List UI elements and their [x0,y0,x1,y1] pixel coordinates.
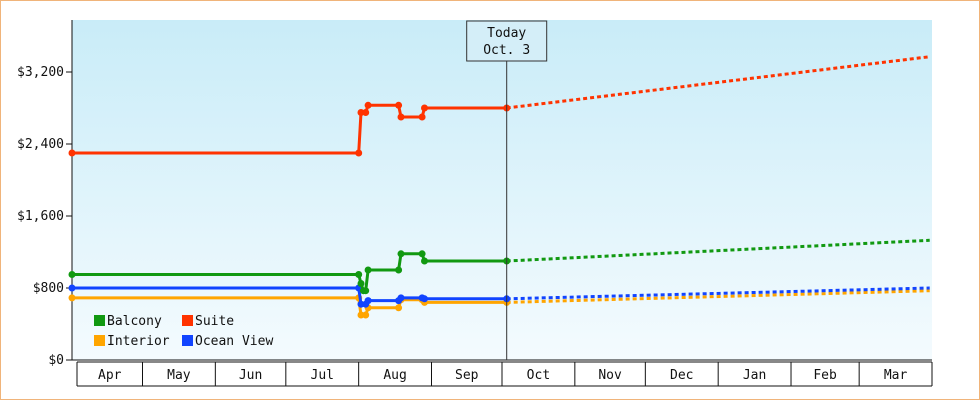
data-point-suite [68,149,76,157]
data-point-balcony [421,257,428,265]
data-point-balcony [364,266,372,274]
month-label: Apr [98,368,122,383]
today-label: Today [487,26,526,41]
month-label: May [167,368,191,383]
data-point-balcony [397,250,405,258]
today-marker: Today Oct. 3 [466,20,548,360]
y-axis: $0 $800 $1,600 $2,400 $3,200 [17,20,73,368]
plot-area [72,20,932,360]
legend-label-balcony: Balcony [107,314,162,329]
data-point-balcony [395,266,403,274]
forecast-line-interior [506,289,930,304]
month-label: Aug [383,368,406,383]
y-tick-label: $0 [48,353,64,368]
legend-swatch-ocean-view [182,335,193,346]
data-point-interior [362,311,370,319]
series-suite [68,55,930,157]
forecast-line-ocean-view [506,286,930,301]
month-label: Nov [598,368,622,383]
month-label: Oct [527,368,550,383]
data-point-ocean-view [397,294,405,302]
data-point-suite [397,113,405,121]
data-point-suite [355,149,363,157]
x-axis: Apr May Jun Jul Aug Sep Oct Nov Dec Jan Feb Mar [72,359,933,387]
y-tick-label: $800 [33,281,64,296]
legend-swatch-suite [182,315,193,326]
today-date-label: Oct. 3 [483,43,530,58]
today-box [466,20,548,62]
data-point-suite [418,113,426,121]
series-balcony [68,238,930,295]
data-point-ocean-view [421,295,428,303]
month-label: Mar [884,368,908,383]
month-label: Jan [743,368,766,383]
data-point-interior [395,304,403,312]
y-tick-label: $2,400 [17,137,64,152]
data-point-suite [421,104,428,112]
series-line-suite [72,103,507,155]
legend-swatch-balcony [94,315,105,326]
forecast-line-balcony [506,238,930,263]
legend-swatch-interior [94,335,105,346]
y-tick-label: $3,200 [17,65,64,80]
month-label: Jul [311,368,334,383]
y-tick-label: $1,600 [17,209,64,224]
data-point-interior [68,294,76,302]
legend-label-interior: Interior [107,334,170,349]
month-label: Jun [239,368,262,383]
data-point-suite [362,109,370,116]
data-point-balcony [418,250,426,258]
data-point-balcony [362,287,370,295]
data-point-balcony [357,280,365,287]
data-point-ocean-view [68,284,76,292]
data-point-balcony [68,271,76,278]
legend: Balcony Suite Interior Ocean View [94,314,273,349]
month-label: Dec [670,368,693,383]
data-point-suite [395,101,403,109]
data-point-suite [364,101,372,109]
series-layer [68,55,930,319]
series-ocean-view [68,284,930,308]
legend-label-ocean-view: Ocean View [195,334,273,349]
legend-label-suite: Suite [195,314,234,329]
month-label: Sep [455,368,479,383]
data-point-balcony [355,271,363,278]
forecast-line-suite [506,55,930,110]
data-point-ocean-view [364,297,372,305]
month-label: Feb [813,368,837,383]
